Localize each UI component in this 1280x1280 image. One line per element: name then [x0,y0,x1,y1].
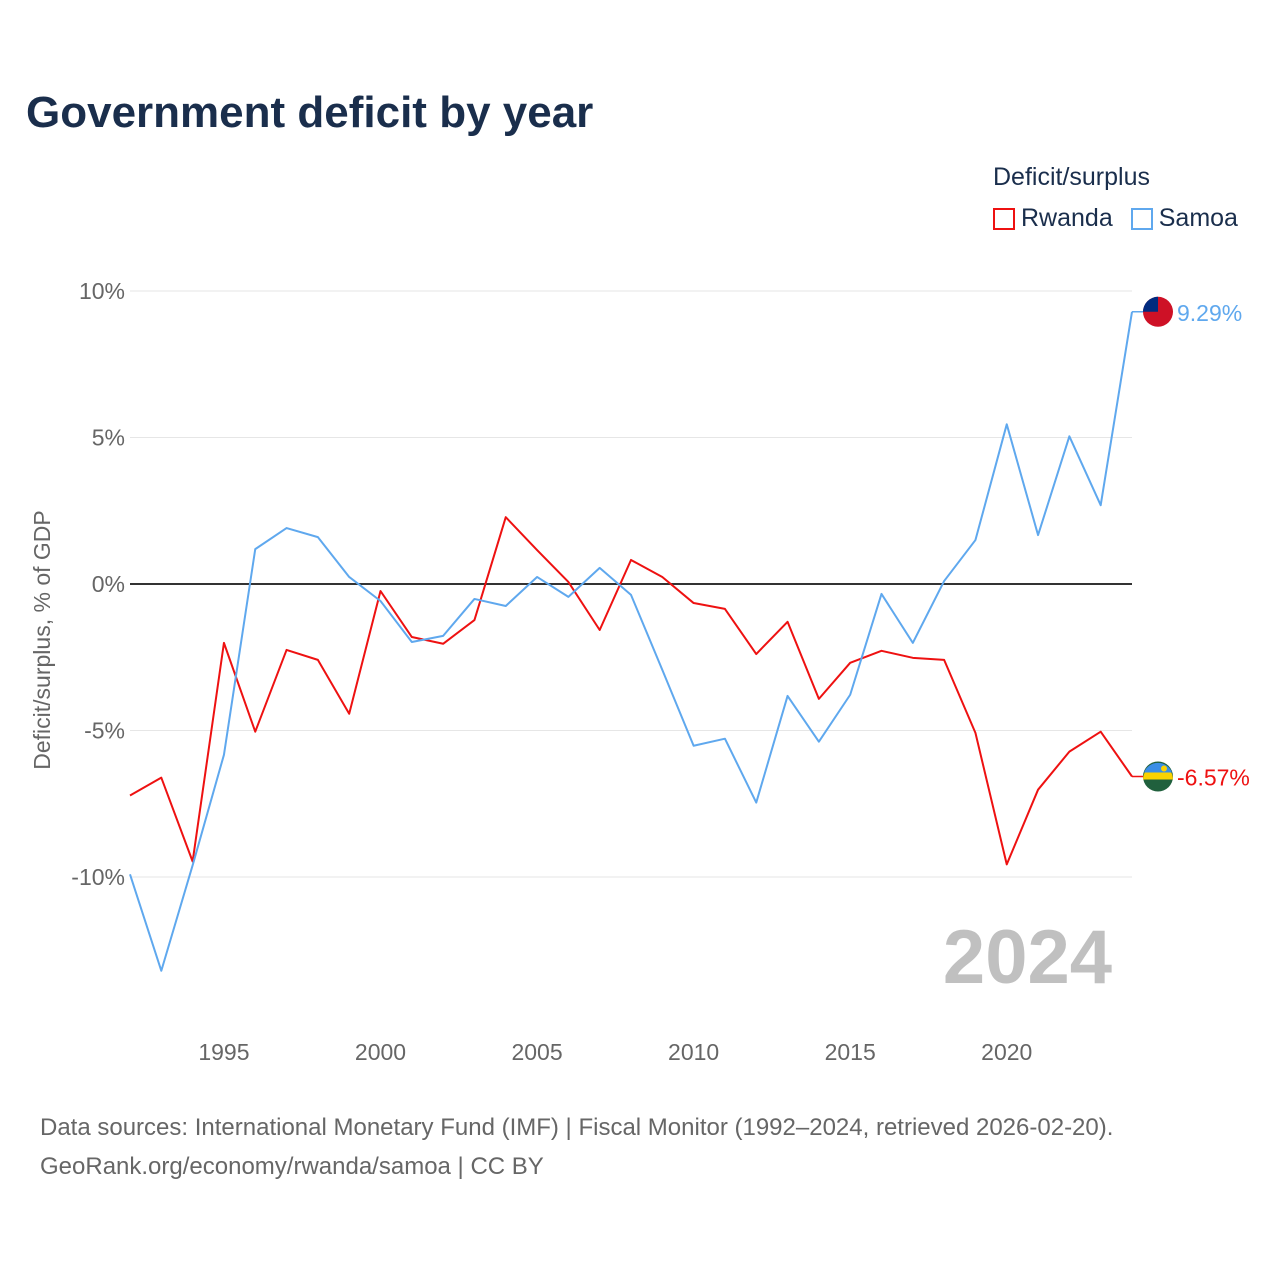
x-tick-label: 2015 [825,1039,876,1065]
series-line-samoa [129,311,1133,972]
x-tick-label: 2010 [668,1039,719,1065]
y-tick-label: -5% [84,718,125,744]
year-watermark: 2024 [943,915,1112,1000]
x-tick-label: 2020 [981,1039,1032,1065]
end-value-label-samoa: 9.29% [1177,300,1242,326]
legend-label-rwanda: Rwanda [1021,204,1113,232]
legend-item-samoa[interactable]: Samoa [1130,204,1238,233]
end-value-label-rwanda: -6.57% [1177,765,1250,791]
legend-label-samoa: Samoa [1158,204,1238,232]
series-line-rwanda [129,516,1133,866]
footer: Data sources: International Monetary Fun… [40,1108,1113,1186]
samoa-flag-canton [1143,296,1158,312]
y-tick-label: 10% [79,278,125,304]
y-tick-label: 0% [92,571,125,597]
x-tick-label: 2000 [355,1039,406,1065]
rwanda-flag-blue [1144,762,1172,773]
y-tick-label: -10% [71,864,125,890]
attribution-link[interactable]: GeoRank.org/economy/rwanda/samoa | CC BY [40,1153,544,1180]
legend-swatch-rwanda [993,207,1015,230]
rwanda-flag-sun [1161,765,1167,772]
legend: Rwanda Samoa [993,204,1238,233]
x-tick-label: 1995 [198,1039,249,1065]
legend-swatch-samoa [1130,207,1153,230]
data-source-text: Data sources: International Monetary Fun… [40,1114,1114,1141]
y-axis-label: Deficit/surplus, % of GDP [29,510,55,769]
legend-title: Deficit/surplus [993,163,1150,191]
x-tick-label: 2005 [511,1039,562,1065]
legend-item-rwanda[interactable]: Rwanda [993,204,1113,233]
y-tick-label: 5% [92,425,125,451]
chart-title: Government deficit by year [26,88,594,137]
